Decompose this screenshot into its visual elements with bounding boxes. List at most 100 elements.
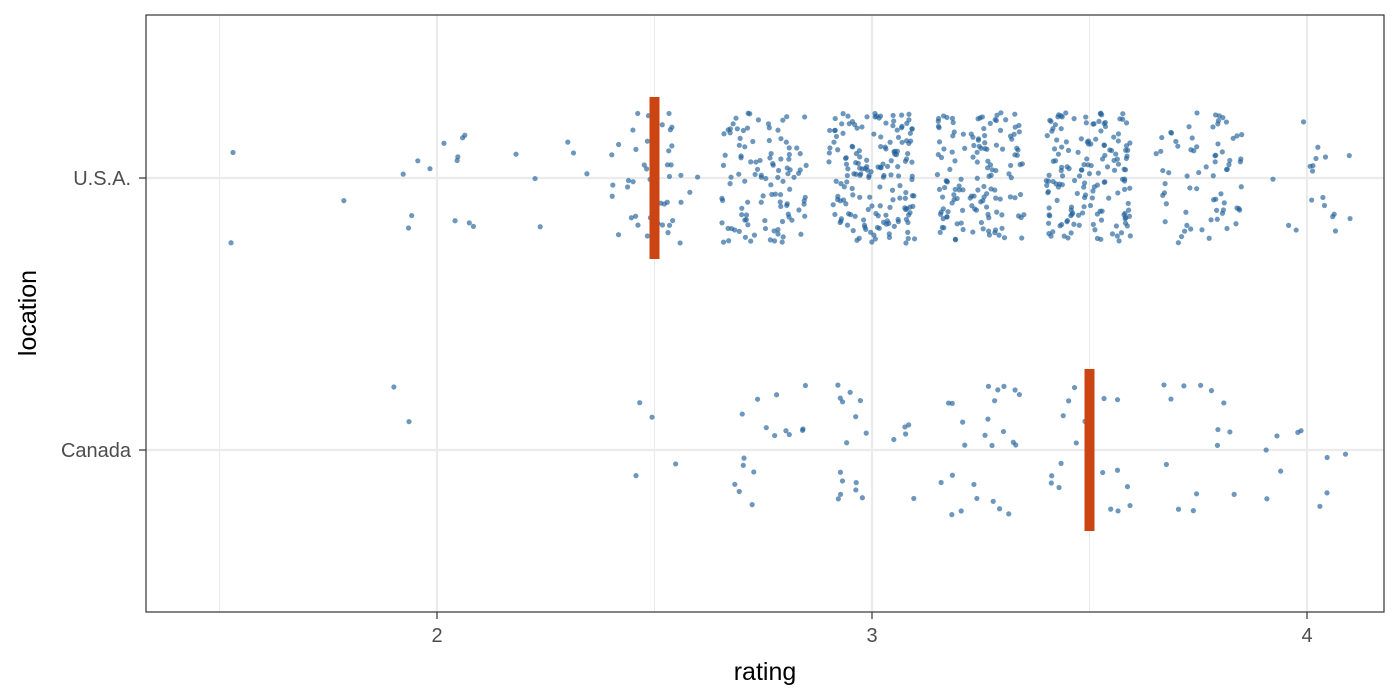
- data-point: [939, 194, 946, 200]
- data-point: [1071, 384, 1078, 391]
- data-point: [726, 238, 732, 244]
- data-point: [1096, 118, 1102, 124]
- data-point: [846, 121, 852, 127]
- data-point: [1124, 223, 1130, 229]
- data-point: [938, 209, 944, 215]
- data-point: [1263, 447, 1269, 453]
- data-point: [1012, 111, 1018, 117]
- data-point: [1118, 230, 1125, 236]
- data-point: [742, 144, 748, 150]
- data-point: [734, 126, 740, 132]
- data-point: [962, 145, 968, 151]
- data-point: [895, 164, 901, 170]
- data-point: [771, 228, 777, 234]
- data-point: [1054, 137, 1060, 143]
- data-point: [835, 382, 841, 388]
- data-point: [980, 198, 986, 204]
- data-point: [1162, 181, 1168, 187]
- data-point: [992, 230, 998, 236]
- data-point: [1065, 235, 1071, 241]
- data-point: [871, 131, 877, 137]
- data-point: [850, 228, 856, 234]
- data-point: [777, 199, 783, 205]
- data-point: [1063, 139, 1069, 145]
- data-point: [1086, 171, 1093, 177]
- data-point: [890, 123, 896, 129]
- data-point: [832, 211, 838, 218]
- data-point: [1114, 397, 1121, 403]
- data-point: [1332, 228, 1339, 234]
- data-point: [1097, 208, 1103, 214]
- data-point: [1226, 162, 1232, 168]
- data-point: [838, 216, 845, 222]
- data-point: [874, 113, 880, 119]
- data-point: [837, 491, 844, 497]
- data-point: [1098, 217, 1105, 223]
- data-point: [784, 165, 790, 171]
- data-point: [1223, 166, 1230, 173]
- data-point: [763, 425, 769, 431]
- data-point: [864, 157, 870, 163]
- data-point: [998, 110, 1004, 116]
- data-point: [999, 146, 1006, 152]
- data-point: [974, 159, 980, 165]
- data-point: [785, 171, 791, 177]
- data-point: [960, 419, 966, 425]
- data-point: [949, 472, 955, 478]
- data-point: [1045, 220, 1052, 226]
- data-point: [1016, 391, 1022, 398]
- data-point: [1069, 211, 1075, 217]
- data-point: [887, 204, 893, 210]
- data-point: [1081, 204, 1087, 210]
- data-point: [1121, 186, 1128, 192]
- data-point: [751, 232, 758, 238]
- data-point: [1223, 119, 1230, 125]
- data-point: [845, 113, 851, 119]
- data-point: [1044, 182, 1050, 188]
- data-point: [877, 113, 884, 119]
- data-point: [1123, 120, 1130, 126]
- data-point: [1190, 508, 1196, 514]
- data-point: [732, 481, 738, 487]
- data-point: [1162, 219, 1168, 225]
- data-point: [974, 175, 980, 181]
- data-point: [985, 383, 992, 389]
- data-point: [1215, 141, 1221, 147]
- data-point: [1346, 152, 1352, 159]
- data-point: [1099, 156, 1106, 162]
- data-point: [802, 194, 808, 200]
- data-point: [625, 177, 632, 184]
- data-point: [989, 442, 995, 449]
- data-point: [1056, 181, 1063, 187]
- data-point: [1199, 227, 1205, 233]
- data-point: [1175, 240, 1181, 246]
- data-point: [630, 179, 636, 185]
- data-point: [950, 133, 956, 139]
- data-point: [891, 118, 897, 124]
- data-point: [754, 396, 761, 402]
- data-point: [1274, 433, 1280, 439]
- data-point: [1102, 119, 1108, 126]
- data-point: [838, 181, 844, 187]
- x-tick-label: 4: [1301, 625, 1312, 647]
- data-point: [960, 226, 966, 233]
- data-point: [1233, 221, 1239, 227]
- data-point: [341, 198, 347, 204]
- data-point: [775, 127, 781, 133]
- data-point: [1121, 166, 1127, 172]
- data-point: [1102, 123, 1109, 130]
- data-point: [1166, 170, 1172, 176]
- data-point: [1056, 484, 1062, 491]
- data-point: [1012, 152, 1018, 158]
- data-point: [841, 184, 847, 190]
- data-point: [1214, 442, 1221, 448]
- data-point: [760, 193, 766, 199]
- data-point: [799, 427, 806, 433]
- data-point: [1108, 506, 1114, 512]
- data-point: [1055, 151, 1062, 157]
- data-point: [1111, 134, 1117, 140]
- data-point: [230, 149, 236, 156]
- data-point: [859, 495, 865, 501]
- data-point: [902, 195, 908, 201]
- data-point: [886, 234, 893, 241]
